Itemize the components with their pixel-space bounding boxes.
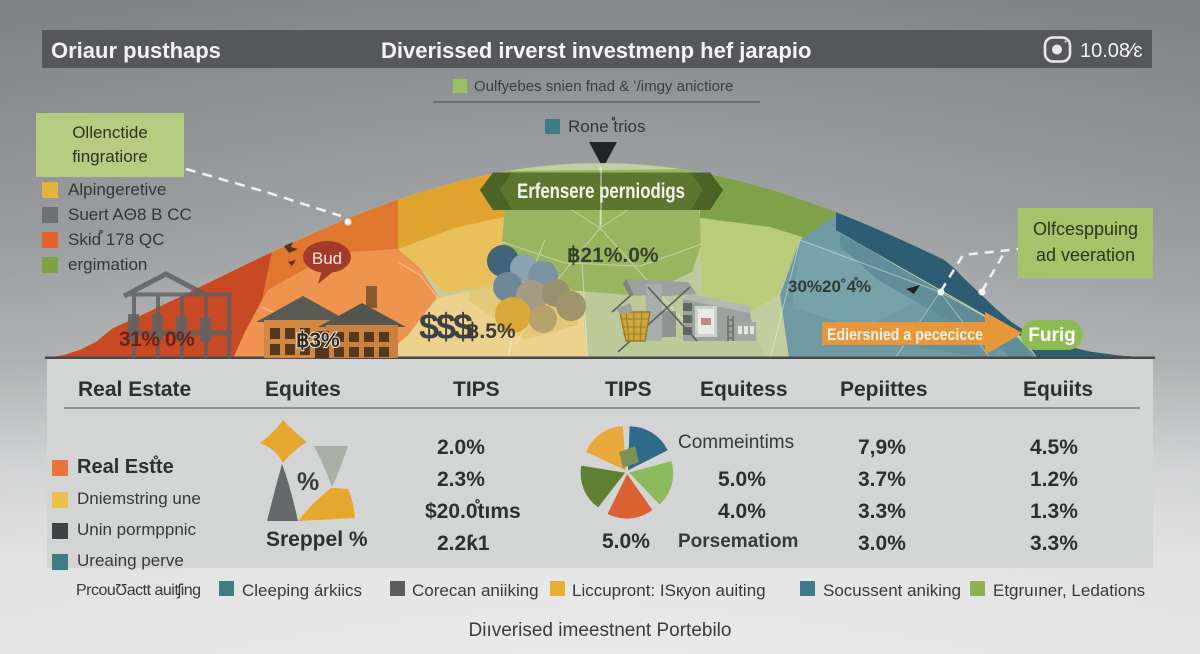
svg-text:30⁡%20˚4֯%: 30⁡%20˚4֯% [788, 276, 871, 296]
svg-text:฿21%.0%: ฿21%.0% [567, 244, 659, 267]
svg-text:$$$: $$$ [419, 306, 473, 347]
svg-text:Erfensere perniodigs: Erfensere perniodigs [517, 180, 685, 203]
svg-text:Ediersnied a pececicce: Ediersnied a pececicce [827, 325, 983, 344]
svg-text:฿3%: ฿3% [296, 329, 340, 352]
svg-text:Bud: Bud [312, 249, 342, 268]
svg-text:฿.5%: ฿.5% [466, 320, 516, 343]
svg-text:31% 0%: 31% 0% [119, 328, 195, 351]
svg-text:Furig: Furig [1028, 325, 1076, 346]
